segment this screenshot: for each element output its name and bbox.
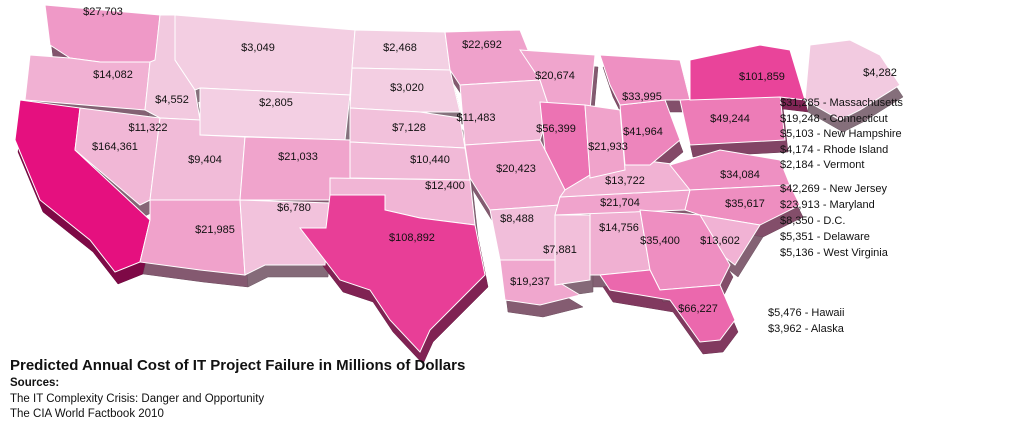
- region-value-label: $7,128: [392, 122, 426, 134]
- region: [139, 199, 246, 276]
- region-value-label: $22,692: [462, 39, 502, 51]
- region-value-label: $21,985: [195, 224, 235, 236]
- region-value-label: $41,964: [623, 126, 663, 138]
- region-value-label: $7,881: [543, 244, 577, 256]
- region-value-label: $35,400: [640, 235, 680, 247]
- region: [298, 194, 486, 353]
- region-value-label: $13,602: [700, 235, 740, 247]
- map-title: Predicted Annual Cost of IT Project Fail…: [10, 357, 465, 374]
- region: [554, 214, 591, 286]
- list-entry: $5,103 - New Hampshire: [780, 128, 902, 140]
- list-entry: $4,174 - Rhode Island: [780, 144, 888, 156]
- region-value-label: $13,722: [605, 175, 645, 187]
- list-entry: $31,285 - Massachusetts: [780, 97, 903, 109]
- region-value-label: $19,237: [510, 276, 550, 288]
- region-value-label: $2,805: [259, 97, 293, 109]
- region-value-label: $20,674: [535, 70, 575, 82]
- region-value-label: $20,423: [496, 163, 536, 175]
- region-value-label: $12,400: [425, 180, 465, 192]
- region: [174, 14, 356, 96]
- region-value-label: $21,933: [588, 141, 628, 153]
- region: [599, 269, 736, 343]
- region-value-label: $14,756: [599, 222, 639, 234]
- region: [599, 54, 691, 106]
- region-value-label: $4,282: [863, 67, 897, 79]
- region-value-label: $35,617: [725, 198, 765, 210]
- region-value-label: $10,440: [410, 154, 450, 166]
- region: [669, 149, 791, 191]
- region-value-label: $11,322: [129, 122, 168, 134]
- region-value-label: $33,995: [622, 91, 662, 103]
- region-value-label: $3,049: [241, 42, 275, 54]
- region-value-label: $101,859: [739, 71, 785, 83]
- region-value-label: $108,892: [389, 232, 435, 244]
- region: [584, 104, 626, 179]
- source-line: The IT Complexity Crisis: Danger and Opp…: [10, 393, 264, 405]
- region-value-label: $49,244: [710, 113, 750, 125]
- source-line: The CIA World Factbook 2010: [10, 408, 164, 420]
- list-entry: $3,962 - Alaska: [768, 323, 845, 335]
- region-value-label: $3,020: [390, 82, 424, 94]
- region-value-label: $27,703: [83, 6, 123, 18]
- region-value-label: $14,082: [93, 69, 133, 81]
- region-value-label: $56,399: [536, 123, 576, 135]
- region: [804, 39, 901, 121]
- region: [74, 107, 161, 206]
- label-layer: $27,703 $14,082 $164,361 $11,322 $4,552 $3,04…: [83, 6, 903, 335]
- region-value-label: $9,404: [188, 154, 222, 166]
- region: [349, 107, 466, 149]
- list-entry: $5,476 - Hawaii: [768, 307, 844, 319]
- sources-heading: Sources:: [10, 377, 59, 389]
- region: [24, 54, 151, 111]
- list-entry: $5,351 - Delaware: [780, 231, 870, 243]
- region-value-label: $34,084: [720, 169, 760, 181]
- region-layer: [14, 4, 901, 353]
- region-value-label: $4,552: [155, 94, 189, 106]
- list-entry: $2,184 - Vermont: [780, 159, 864, 171]
- region-value-label: $21,704: [600, 197, 640, 209]
- list-entry: $8,350 - D.C.: [780, 215, 845, 227]
- region-value-label: $21,033: [278, 151, 318, 163]
- region: [239, 199, 331, 276]
- list-entry: $42,269 - New Jersey: [780, 183, 887, 195]
- region-value-label: $66,227: [678, 303, 718, 315]
- list-entry: $19,248 - Connecticut: [780, 113, 888, 125]
- region-value-label: $11,483: [457, 112, 496, 124]
- list-entry: $5,136 - West Virginia: [780, 247, 889, 259]
- region-value-label: $8,488: [500, 213, 534, 225]
- region-value-label: $2,468: [383, 42, 417, 54]
- region: [199, 87, 351, 141]
- list-entry: $23,913 - Maryland: [780, 199, 875, 211]
- region: [349, 67, 461, 113]
- region-value-label: $6,780: [277, 202, 311, 214]
- region-value-label: $164,361: [92, 141, 138, 153]
